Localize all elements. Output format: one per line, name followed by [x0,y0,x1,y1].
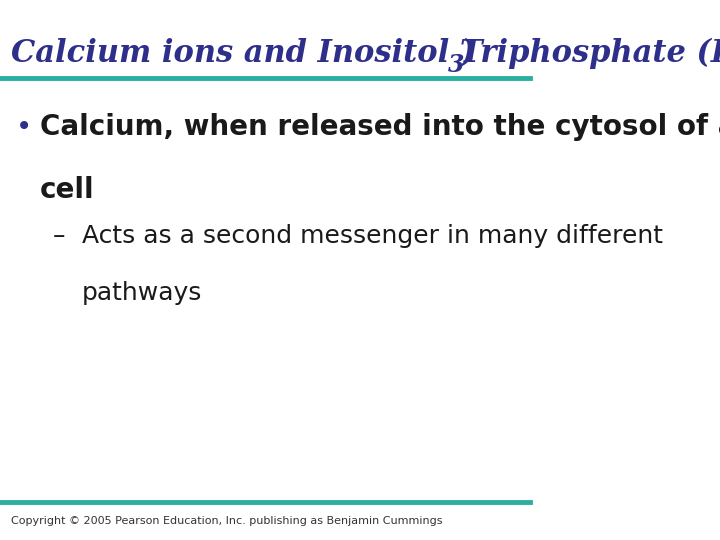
Text: pathways: pathways [82,281,202,305]
Text: Calcium, when released into the cytosol of a: Calcium, when released into the cytosol … [40,113,720,141]
Text: 3: 3 [448,53,464,77]
Text: –: – [53,224,66,248]
Text: •: • [16,113,32,141]
Text: Copyright © 2005 Pearson Education, Inc. publishing as Benjamin Cummings: Copyright © 2005 Pearson Education, Inc.… [11,516,442,526]
Text: ): ) [460,38,474,69]
Text: Acts as a second messenger in many different: Acts as a second messenger in many diffe… [82,224,663,248]
Text: cell: cell [40,176,94,204]
Text: Calcium ions and Inositol Triphosphate (IP: Calcium ions and Inositol Triphosphate (… [11,38,720,69]
